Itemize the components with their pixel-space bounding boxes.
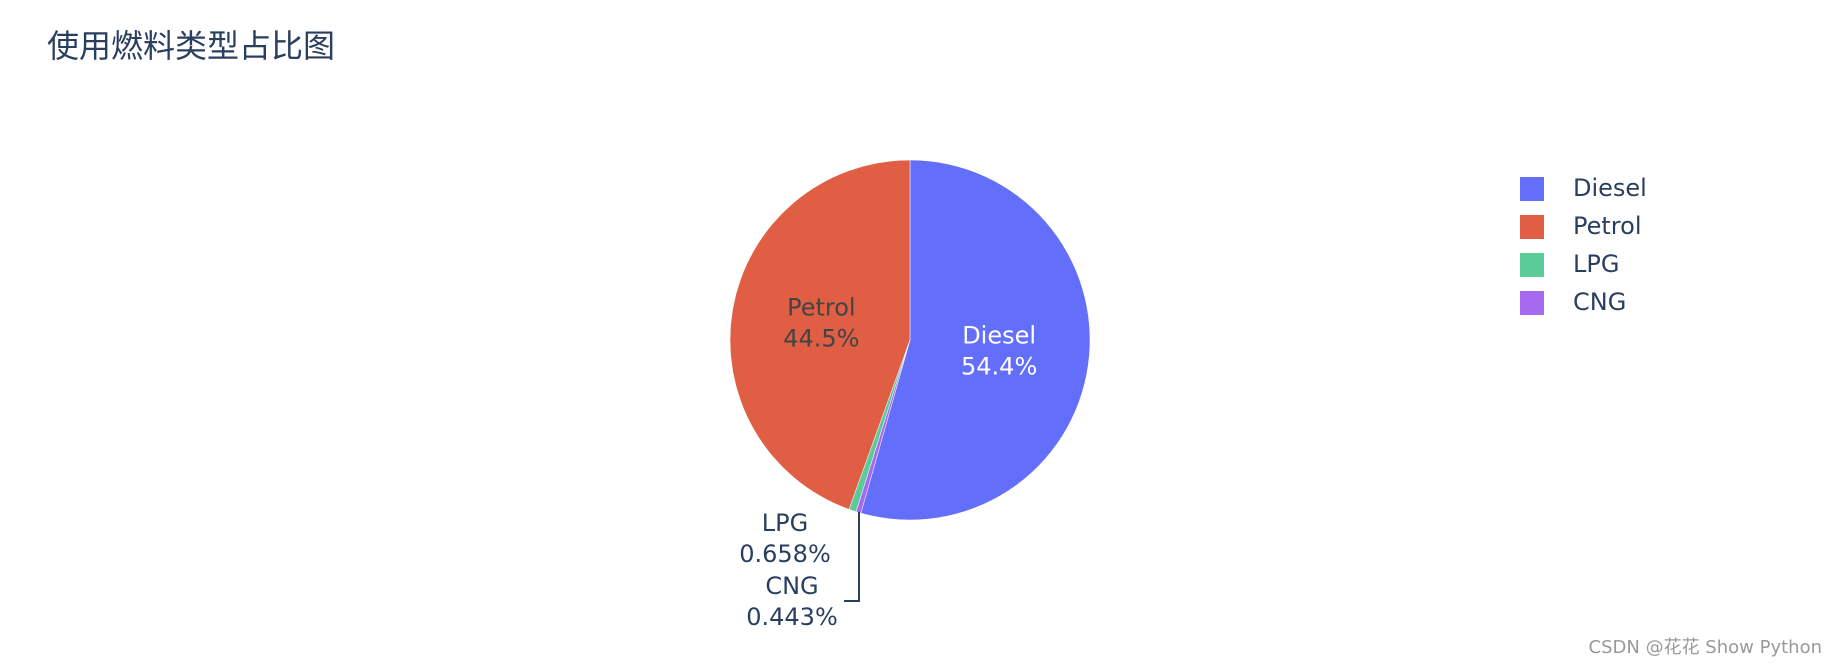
slice-label: Petrol (787, 294, 855, 322)
slice-value-label: 0.658% (739, 540, 831, 568)
watermark: CSDN @花花 Show Python (1589, 637, 1822, 658)
chart-title: 使用燃料类型占比图 (47, 27, 335, 65)
legend-label: LPG (1573, 250, 1619, 278)
leader-line (844, 512, 860, 602)
pie-slice (860, 159, 1091, 521)
legend-swatch (1520, 215, 1544, 239)
legend-swatch (1520, 253, 1544, 277)
pie-slice (729, 159, 911, 510)
slice-label: CNG (765, 572, 818, 600)
slice-value-label: 0.443% (746, 603, 838, 631)
legend-swatch (1520, 291, 1544, 315)
slice-label: LPG (762, 509, 808, 537)
slice-value-label: 44.5% (783, 325, 859, 353)
legend-label: Petrol (1573, 212, 1641, 240)
slice-value-label: 54.4% (961, 352, 1037, 380)
legend-swatch (1520, 177, 1544, 201)
legend-label: Diesel (1573, 174, 1647, 202)
legend-label: CNG (1573, 288, 1626, 316)
slice-label: Diesel (962, 321, 1036, 349)
